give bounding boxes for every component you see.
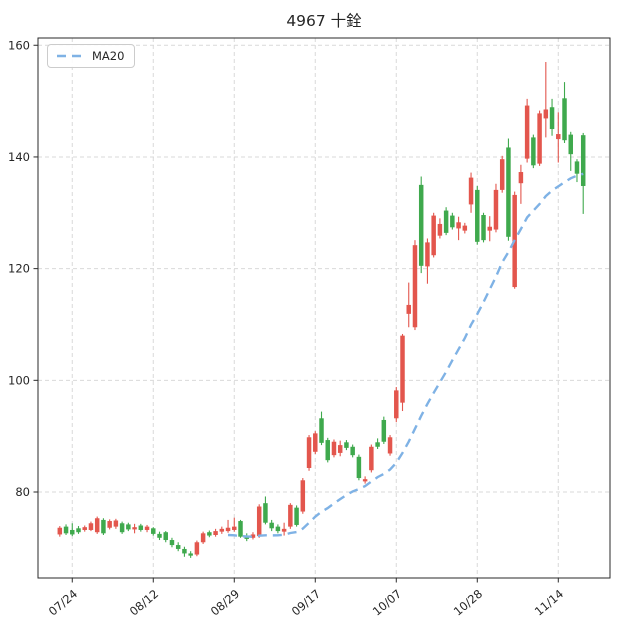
- candle-body: [269, 522, 274, 529]
- candle-body: [88, 523, 94, 530]
- candle-body: [481, 215, 486, 241]
- candle-body: [107, 521, 112, 528]
- candle-body: [132, 527, 137, 530]
- y-tick-label: 80: [15, 485, 30, 499]
- candle-body: [101, 519, 106, 534]
- chart-title: 4967 十銓: [286, 12, 362, 30]
- candle-body: [306, 437, 312, 468]
- candle-body: [375, 442, 380, 447]
- candle-body: [350, 446, 355, 456]
- candle-body: [250, 534, 256, 538]
- candle-body: [175, 545, 181, 549]
- candle-body: [94, 518, 100, 533]
- candle-body: [138, 525, 144, 530]
- candle-body: [337, 445, 343, 453]
- candle-body: [281, 528, 287, 532]
- y-tick-label: 160: [8, 38, 30, 52]
- candle-body: [313, 433, 318, 452]
- candle-body: [169, 540, 175, 546]
- candle-body: [431, 215, 436, 256]
- candle-body: [556, 134, 561, 140]
- candle-body: [487, 226, 492, 231]
- candle-body: [57, 527, 63, 535]
- candle-body: [443, 210, 449, 233]
- candle-body: [531, 137, 536, 166]
- candle-body: [456, 222, 461, 229]
- candle-body: [549, 107, 555, 130]
- candle-body: [294, 507, 299, 525]
- candle-body: [325, 440, 330, 461]
- candle-body: [381, 419, 387, 442]
- candle-body: [543, 109, 549, 119]
- candle-body: [157, 533, 162, 538]
- ma20-legend: MA20: [47, 44, 136, 68]
- candle-body: [119, 523, 125, 533]
- candle-body: [200, 533, 206, 543]
- candle-body: [369, 446, 374, 471]
- candle-body: [394, 390, 399, 419]
- plot-border: [37, 37, 611, 579]
- candle-body: [126, 524, 131, 530]
- candle-body: [151, 528, 156, 534]
- candle-body: [238, 521, 243, 537]
- y-tick-label: 100: [8, 373, 30, 387]
- ma20-legend-label: MA20: [92, 49, 125, 63]
- candle-body: [493, 189, 499, 230]
- candle-body: [450, 215, 455, 228]
- candle-body: [300, 480, 306, 512]
- candle-body: [219, 528, 225, 532]
- candle-body: [288, 504, 293, 527]
- candle-body: [412, 245, 418, 328]
- candle-body: [344, 442, 349, 448]
- candle-body: [188, 553, 193, 556]
- candle-body: [194, 542, 200, 555]
- candle-body: [63, 526, 69, 534]
- candle-body: [562, 98, 567, 141]
- candle-body: [275, 526, 281, 532]
- candle-body: [362, 479, 368, 482]
- candle-body: [400, 335, 405, 403]
- candle-body: [331, 441, 337, 456]
- candle-body: [437, 223, 443, 236]
- candle-body: [387, 437, 393, 454]
- candle-body: [163, 532, 168, 541]
- candle-body: [207, 532, 212, 536]
- candle-body: [499, 159, 505, 190]
- candle-body: [518, 172, 524, 184]
- candle-body: [356, 456, 362, 479]
- y-tick-label: 140: [8, 150, 30, 164]
- candle-body: [113, 520, 119, 527]
- candle-body: [144, 526, 150, 530]
- candle-body: [182, 548, 187, 554]
- candle-body: [319, 418, 324, 443]
- candle-body: [537, 113, 542, 164]
- candle-body: [425, 242, 430, 267]
- candle-body: [468, 177, 474, 205]
- candle-body: [418, 184, 424, 266]
- candle-body: [406, 304, 411, 314]
- candle-body: [475, 189, 480, 242]
- candle-body: [82, 527, 87, 530]
- candle-body: [263, 503, 268, 523]
- candle-body: [256, 506, 262, 537]
- candle-body: [70, 529, 75, 535]
- y-tick-label: 120: [8, 262, 30, 276]
- candle-body: [580, 135, 586, 186]
- candle-body: [568, 134, 573, 155]
- candle-body: [506, 147, 511, 237]
- candle-body: [574, 161, 580, 174]
- candle-body: [213, 531, 218, 536]
- candle-body: [232, 526, 237, 530]
- candle-body: [524, 105, 530, 159]
- candle-body: [462, 225, 468, 231]
- ma20-legend-line-icon: [57, 54, 83, 58]
- candle-body: [225, 527, 231, 532]
- candle-body: [76, 528, 81, 533]
